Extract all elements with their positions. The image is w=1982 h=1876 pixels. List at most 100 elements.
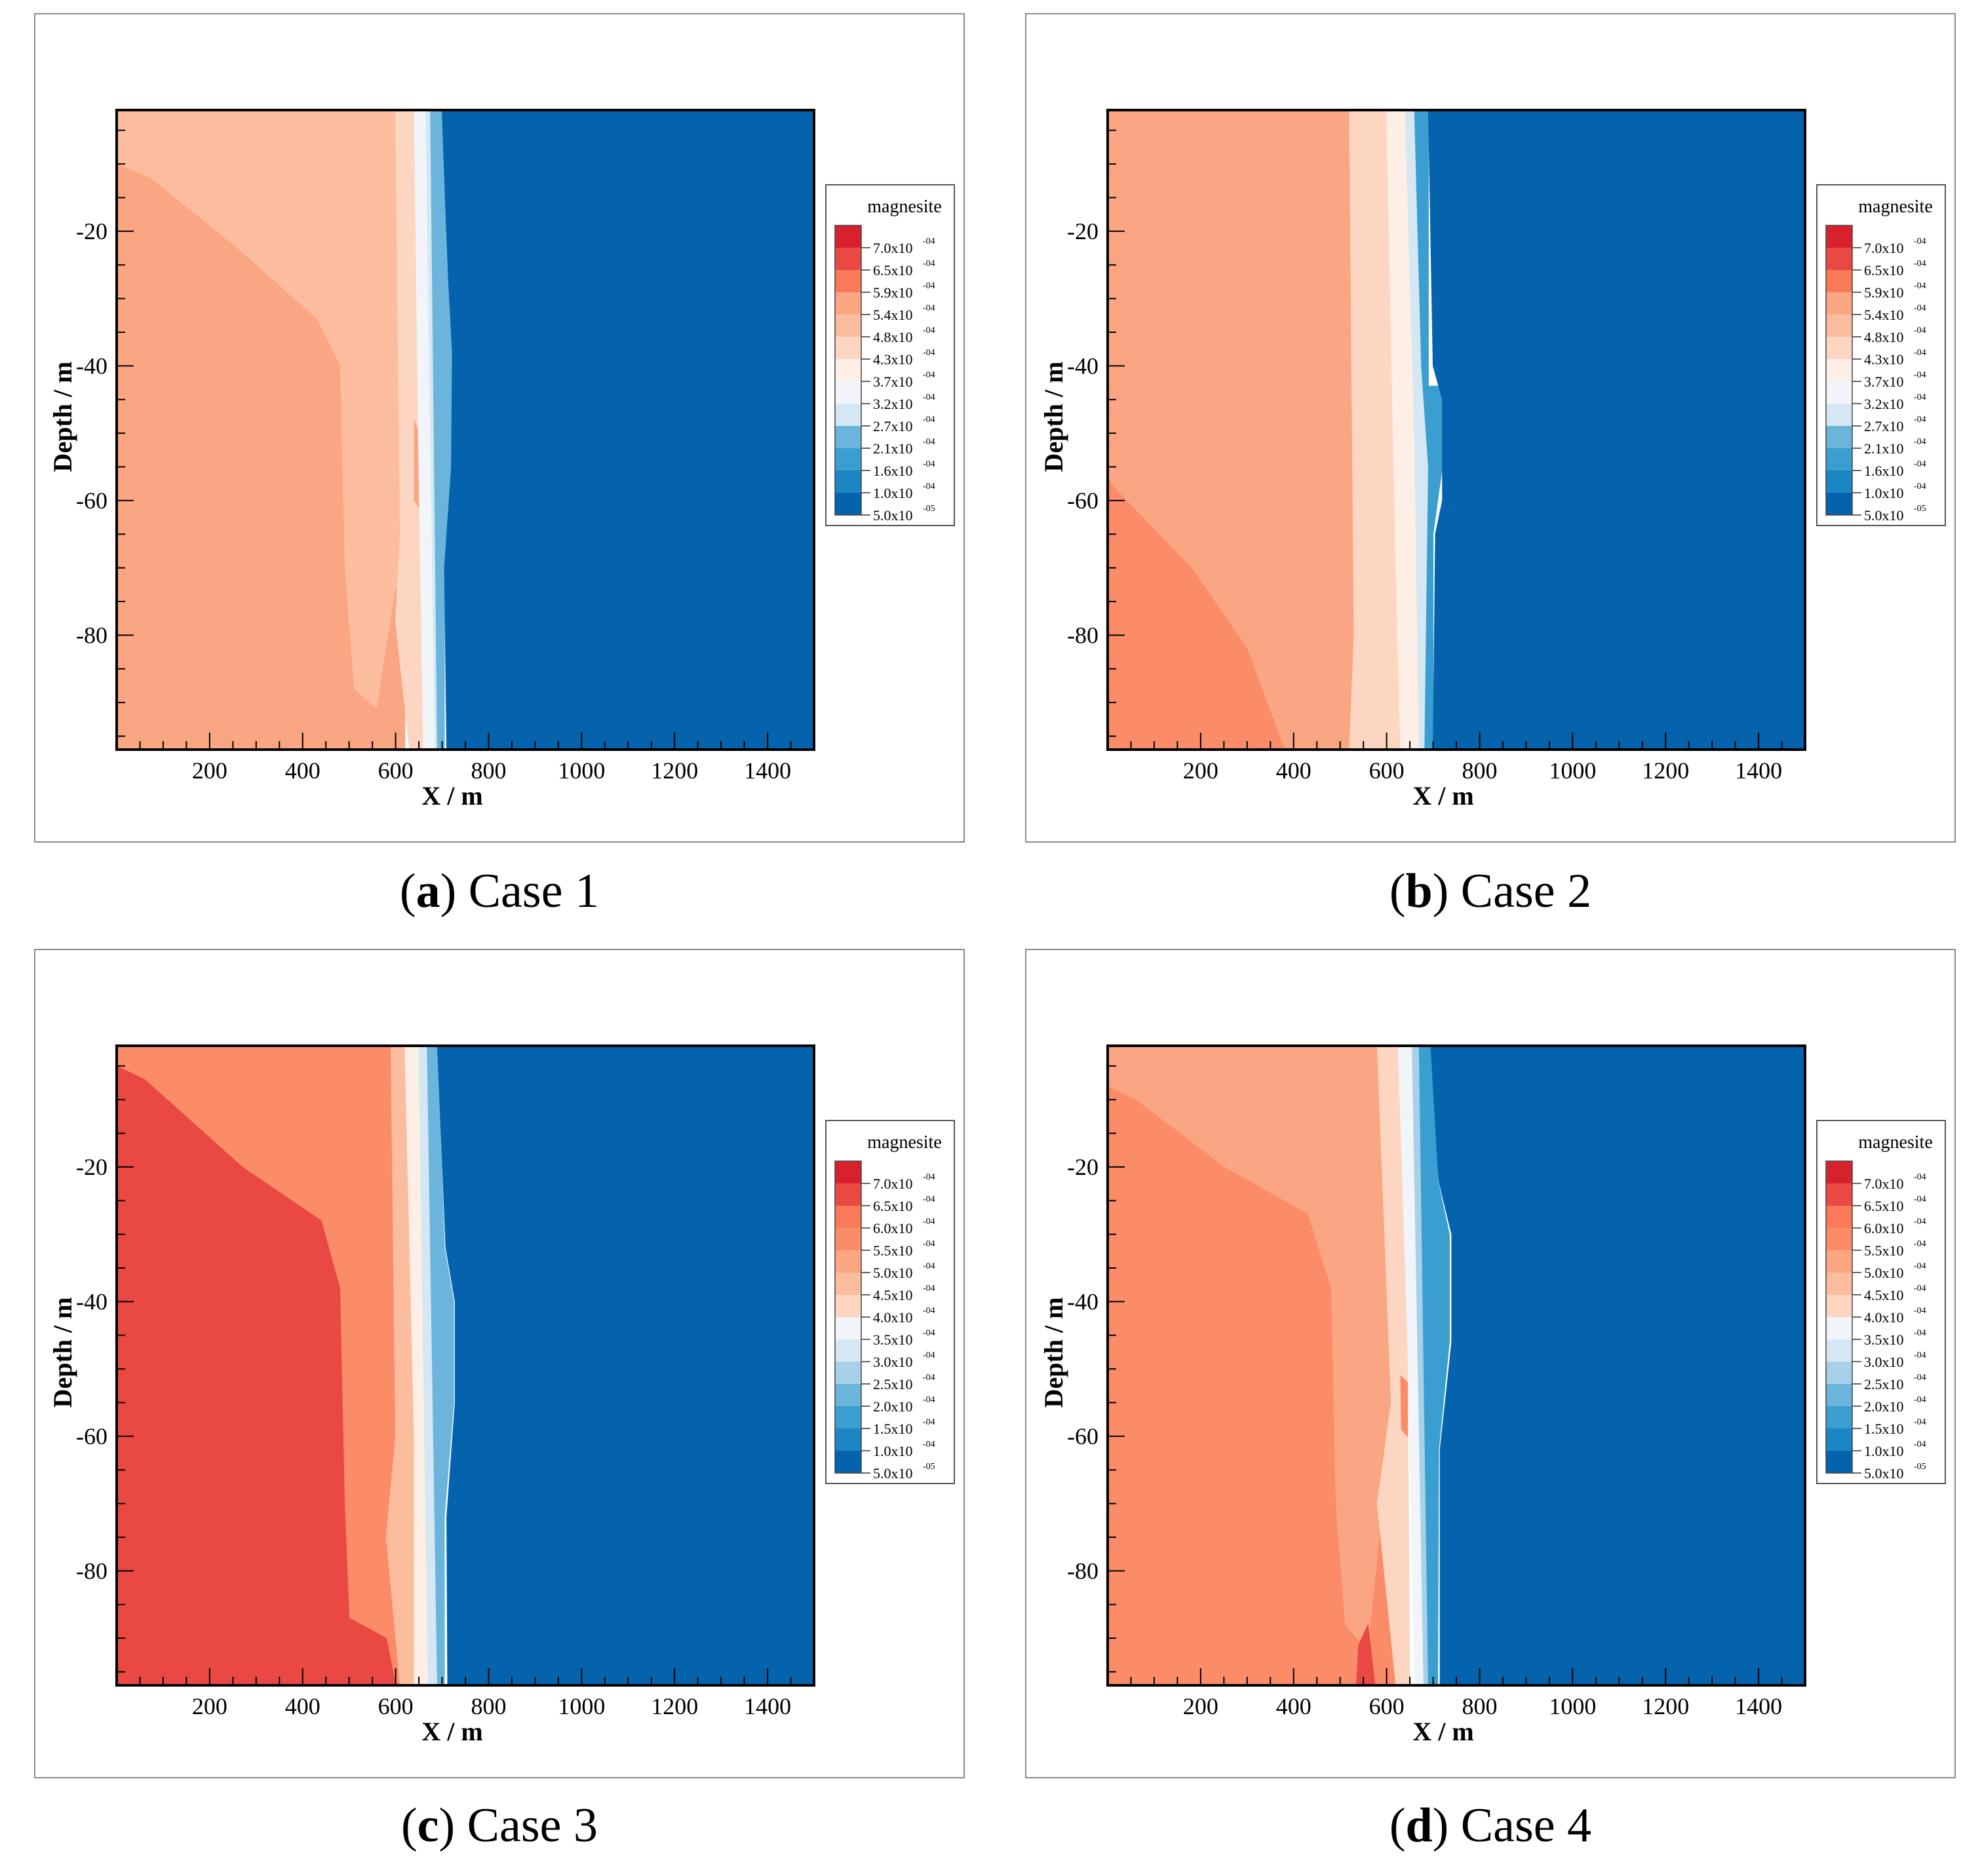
legend-exponent: -04	[1914, 1284, 1926, 1293]
legend-label: 4.0x10	[873, 1309, 913, 1326]
x-tick-label: 1400	[1735, 757, 1782, 784]
contour-zone-6	[437, 1046, 814, 1685]
legend-label: 3.7x10	[873, 373, 913, 390]
legend-swatch	[835, 1384, 861, 1406]
legend-exponent: -04	[1914, 259, 1926, 269]
legend-label: 5.0x10	[873, 1465, 913, 1482]
legend-exponent: -04	[923, 1373, 935, 1383]
caption-c: (c) Case 3	[400, 1799, 598, 1852]
legend-label: 2.0x10	[873, 1398, 913, 1415]
legend-swatch	[1826, 1406, 1852, 1428]
legend-swatch	[835, 1228, 861, 1250]
contour-zone-5	[1414, 110, 1443, 750]
contour-layer	[117, 110, 814, 750]
legend-exponent: -04	[923, 370, 935, 380]
contour-zone-8	[1430, 1046, 1805, 1685]
legend-swatch	[835, 1161, 861, 1183]
legend-exponent: -04	[1914, 1172, 1926, 1182]
legend-exponent: -04	[1914, 1195, 1926, 1204]
y-tick-label: -60	[1067, 488, 1098, 514]
y-tick-label: -80	[76, 1558, 107, 1584]
legend-swatch	[1826, 248, 1852, 270]
legend-exponent: -04	[1914, 459, 1926, 469]
chart-d: 200 400 600 800 1000 1200 1400 -20 -40 -60 -80 X / …	[1039, 1044, 1946, 1746]
panel-d: 200 400 600 800 1000 1200 1400 -20 -40 -60 -80 X / …	[1025, 949, 1956, 1778]
legend-label: 4.3x10	[873, 351, 913, 368]
y-tick-label: -40	[76, 1288, 107, 1314]
legend-exponent: -04	[923, 1350, 935, 1360]
legend-label: 6.5x10	[1864, 262, 1904, 278]
legend-label: 2.7x10	[1864, 418, 1904, 434]
x-tick-label: 200	[192, 757, 227, 784]
legend-swatch	[1826, 493, 1852, 515]
y-tick-label: -40	[1067, 353, 1098, 379]
x-axis-label: X / m	[1412, 1717, 1473, 1746]
legend-swatch	[1826, 1206, 1852, 1228]
legend-exponent: -04	[1914, 326, 1926, 335]
legend-label: 4.8x10	[1864, 329, 1904, 345]
caption-c-text: Case 3	[467, 1799, 598, 1852]
legend-swatch	[1826, 1317, 1852, 1339]
legend-label: 1.0x10	[873, 485, 913, 501]
legend-label: 7.0x10	[1864, 1176, 1904, 1192]
legend-swatch	[1826, 315, 1852, 337]
legend-swatch	[835, 404, 861, 426]
legend-swatch	[1826, 1273, 1852, 1295]
legend-label: 6.5x10	[873, 262, 913, 278]
legend-label: 3.5x10	[873, 1331, 913, 1348]
legend-swatch	[835, 1273, 861, 1295]
legend-label: 1.0x10	[1864, 485, 1904, 501]
legend-exponent: -04	[923, 1395, 935, 1405]
legend-swatch	[835, 1451, 861, 1473]
contour-zone-6	[1428, 110, 1805, 750]
legend-exponent: -04	[1914, 281, 1926, 291]
x-tick-label: 800	[1462, 1693, 1497, 1719]
legend-swatch	[1826, 1362, 1852, 1384]
x-tick-label: 1200	[1642, 757, 1689, 784]
legend-label: 7.0x10	[873, 240, 913, 256]
contour-zone-1	[117, 163, 406, 750]
legend-exponent: -04	[1914, 348, 1926, 358]
legend-label: 1.0x10	[873, 1443, 913, 1459]
contour-zone-1	[117, 1065, 397, 1685]
legend-swatch	[1826, 270, 1852, 292]
x-tick-label: 800	[471, 757, 506, 784]
chart-c: 200 400 600 800 1000 1200 1400 -20 -40 -60 -80 X / …	[48, 1044, 955, 1746]
legend-exponent: -05	[1914, 1462, 1926, 1472]
legend-swatch	[1826, 1451, 1852, 1473]
legend-exponent: -04	[1914, 237, 1926, 246]
contour-zone-2	[1349, 110, 1401, 750]
contour-zone-1	[1108, 1086, 1397, 1685]
caption-d-label: d	[1405, 1799, 1433, 1852]
x-tick-label: 200	[192, 1693, 227, 1719]
legend-exponent: -04	[923, 1328, 935, 1338]
x-tick-label: 200	[1183, 1693, 1218, 1719]
y-axis-label: Depth / m	[48, 1297, 77, 1408]
x-tick-label: 1200	[651, 757, 698, 784]
contour-zone-4	[1400, 1375, 1408, 1438]
legend-exponent: -04	[923, 1284, 935, 1293]
x-tick-label: 600	[378, 1693, 414, 1719]
legend-label: 2.5x10	[873, 1376, 913, 1392]
legend-swatch	[1826, 404, 1852, 426]
legend-exponent: -05	[923, 1462, 935, 1472]
legend-label: 4.0x10	[1864, 1309, 1904, 1326]
caption-a: (a) Case 1	[399, 864, 600, 918]
legend-swatch	[1826, 426, 1852, 448]
x-tick-label: 1400	[744, 757, 791, 784]
x-tick-label: 400	[1276, 1693, 1312, 1719]
legend-label: 6.0x10	[1864, 1220, 1904, 1236]
panel-b: 200 400 600 800 1000 1200 1400 -20 -40 -60 -80 X / …	[1025, 13, 1956, 843]
x-tick-label: 1000	[558, 757, 605, 784]
legend-label: 3.7x10	[1864, 373, 1904, 390]
legend-label: 3.0x10	[873, 1354, 913, 1370]
y-axis-label: Depth / m	[1039, 362, 1068, 472]
legend-swatch	[835, 470, 861, 493]
y-tick-label: -20	[1067, 1154, 1098, 1180]
legend-label: 3.0x10	[1864, 1354, 1904, 1370]
legend-exponent: -04	[923, 1306, 935, 1316]
legend-exponent: -04	[923, 237, 935, 246]
legend-label: 5.4x10	[1864, 307, 1904, 323]
legend-swatch	[835, 225, 861, 248]
y-tick-label: -40	[76, 353, 107, 379]
